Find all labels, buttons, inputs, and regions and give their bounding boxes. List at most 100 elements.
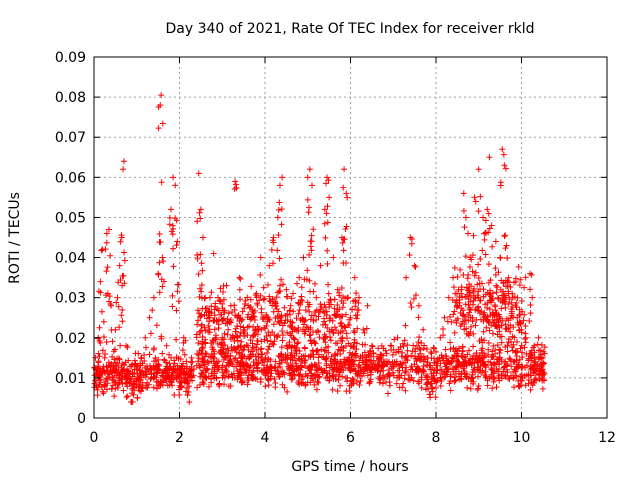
data-point <box>201 362 208 369</box>
data-point <box>344 335 351 342</box>
data-point <box>537 351 544 358</box>
y-tick-label: 0 <box>77 411 86 427</box>
data-point <box>119 306 126 313</box>
data-point <box>326 194 333 201</box>
data-point <box>190 372 197 379</box>
data-point <box>237 315 244 322</box>
data-point <box>507 328 514 335</box>
data-point <box>517 276 524 283</box>
data-point <box>339 327 346 334</box>
data-point <box>473 358 480 365</box>
data-point <box>502 343 509 350</box>
data-point <box>269 296 276 303</box>
data-point <box>336 306 343 313</box>
data-point <box>340 247 347 254</box>
data-point <box>106 293 113 300</box>
data-point <box>308 352 315 359</box>
data-point <box>123 380 130 387</box>
data-point <box>291 336 298 343</box>
data-point <box>349 306 356 313</box>
data-point <box>116 324 123 331</box>
data-point <box>173 242 180 249</box>
data-point <box>485 351 492 358</box>
data-point <box>470 287 477 294</box>
data-point <box>415 339 422 346</box>
data-point <box>245 377 252 384</box>
x-tick-label: 4 <box>261 430 270 446</box>
data-point <box>142 373 149 380</box>
data-point <box>198 288 205 295</box>
data-point <box>360 326 367 333</box>
data-point <box>515 362 522 369</box>
data-point <box>206 326 213 333</box>
data-point <box>97 278 104 285</box>
data-point <box>233 349 240 356</box>
data-point <box>278 356 285 363</box>
data-point <box>196 347 203 354</box>
data-point <box>175 298 182 305</box>
data-point <box>315 379 322 386</box>
data-point <box>444 365 451 372</box>
data-point <box>100 334 107 341</box>
data-point <box>199 355 206 362</box>
data-point <box>516 382 523 389</box>
data-point <box>502 245 509 252</box>
data-point <box>306 332 313 339</box>
data-point <box>247 303 254 310</box>
data-point <box>176 382 183 389</box>
data-point <box>263 332 270 339</box>
data-point <box>97 289 104 296</box>
data-point <box>527 386 534 393</box>
data-point <box>150 358 157 365</box>
data-point <box>483 324 490 331</box>
data-point <box>268 246 275 253</box>
data-point <box>96 337 103 344</box>
data-point <box>194 218 201 225</box>
data-point <box>201 374 208 381</box>
data-point <box>402 387 409 394</box>
data-point <box>262 354 269 361</box>
data-point <box>126 379 133 386</box>
data-point <box>314 378 321 385</box>
data-point <box>518 377 525 384</box>
data-point <box>94 386 101 393</box>
data-point <box>461 354 468 361</box>
data-point <box>261 362 268 369</box>
data-point <box>303 324 310 331</box>
data-point <box>284 352 291 359</box>
data-point <box>288 372 295 379</box>
data-point <box>92 377 99 384</box>
data-point <box>139 368 146 375</box>
data-point <box>340 300 347 307</box>
data-point <box>195 271 202 278</box>
data-point <box>503 315 510 322</box>
data-point <box>467 292 474 299</box>
data-point <box>208 379 215 386</box>
data-point <box>301 345 308 352</box>
data-point <box>451 264 458 271</box>
data-point <box>234 322 241 329</box>
data-point <box>508 363 515 370</box>
data-point <box>377 368 384 375</box>
data-point <box>401 369 408 376</box>
data-point <box>400 343 407 350</box>
data-point <box>237 323 244 330</box>
data-point <box>128 398 135 405</box>
data-point <box>278 317 285 324</box>
data-point <box>389 351 396 358</box>
data-point <box>348 382 355 389</box>
data-point <box>119 318 126 325</box>
data-point <box>156 289 163 296</box>
data-point <box>470 301 477 308</box>
data-point <box>504 348 511 355</box>
data-point <box>341 166 348 173</box>
data-point <box>507 372 514 379</box>
data-point <box>274 333 281 340</box>
data-point <box>224 316 231 323</box>
data-point <box>197 361 204 368</box>
data-point <box>452 366 459 373</box>
data-point <box>279 381 286 388</box>
data-point <box>499 146 506 153</box>
data-point <box>278 221 285 228</box>
data-point <box>212 360 219 367</box>
